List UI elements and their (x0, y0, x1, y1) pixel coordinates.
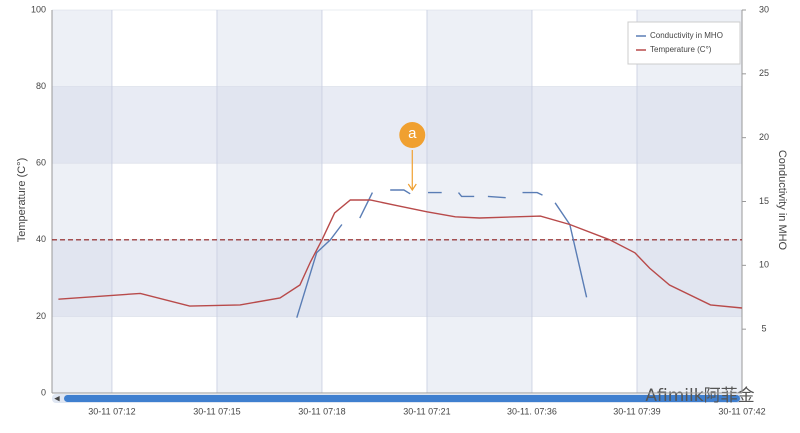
plot-area (52, 10, 742, 393)
column-band (216, 10, 322, 393)
legend-label: Temperature (C°) (650, 45, 712, 54)
y2-tick-label: 25 (759, 68, 769, 78)
x-tick-label: 30-11 07:12 (88, 406, 135, 416)
scroll-left[interactable]: ◀ (54, 395, 60, 402)
y-tick-label: 60 (36, 158, 46, 168)
series-line (296, 189, 588, 318)
row-band (52, 86, 742, 164)
column-band (636, 10, 742, 393)
column-band (426, 10, 532, 393)
x-tick-label: 30-11 07:15 (193, 406, 240, 416)
x-tick-label: 30-11 07:39 (613, 406, 660, 416)
series-line (58, 199, 743, 309)
y-tick-label: 40 (36, 234, 46, 244)
y-tick-label: 20 (36, 311, 46, 321)
y2-tick-label: 15 (759, 196, 769, 206)
y-tick-label: 100 (31, 4, 46, 14)
annotation-arrowhead (407, 183, 417, 192)
x-tick-label: 30-11 07:21 (403, 406, 450, 416)
plot-background (52, 10, 742, 393)
x-tick-label: 30-11 07:42 (718, 406, 765, 416)
row-band (52, 239, 742, 317)
column-band (52, 10, 112, 393)
y-tick-label: 0 (41, 387, 46, 397)
y-tick-label: 80 (36, 81, 46, 91)
x-tick-label: 30-11. 07:36 (507, 406, 557, 416)
watermark: Afimilk阿菲金 (645, 386, 754, 406)
y2-tick-label: 10 (759, 260, 769, 270)
y2-tick-label: 30 (759, 4, 769, 14)
y2-tick-label: 5 (761, 324, 766, 334)
y2-axis-label: Conductivity in MHO (776, 150, 788, 251)
x-tick-label: 30-11 07:18 (298, 406, 345, 416)
y2-tick-label: 20 (759, 132, 769, 142)
y-axis-label: Temperature (C°) (16, 158, 28, 242)
legend-label: Conductivity in MHO (650, 31, 723, 40)
annotation-marker (399, 122, 426, 149)
scrollbar-thumb[interactable] (64, 395, 740, 402)
annotation-label: a (408, 125, 417, 142)
legend-box (627, 21, 741, 65)
